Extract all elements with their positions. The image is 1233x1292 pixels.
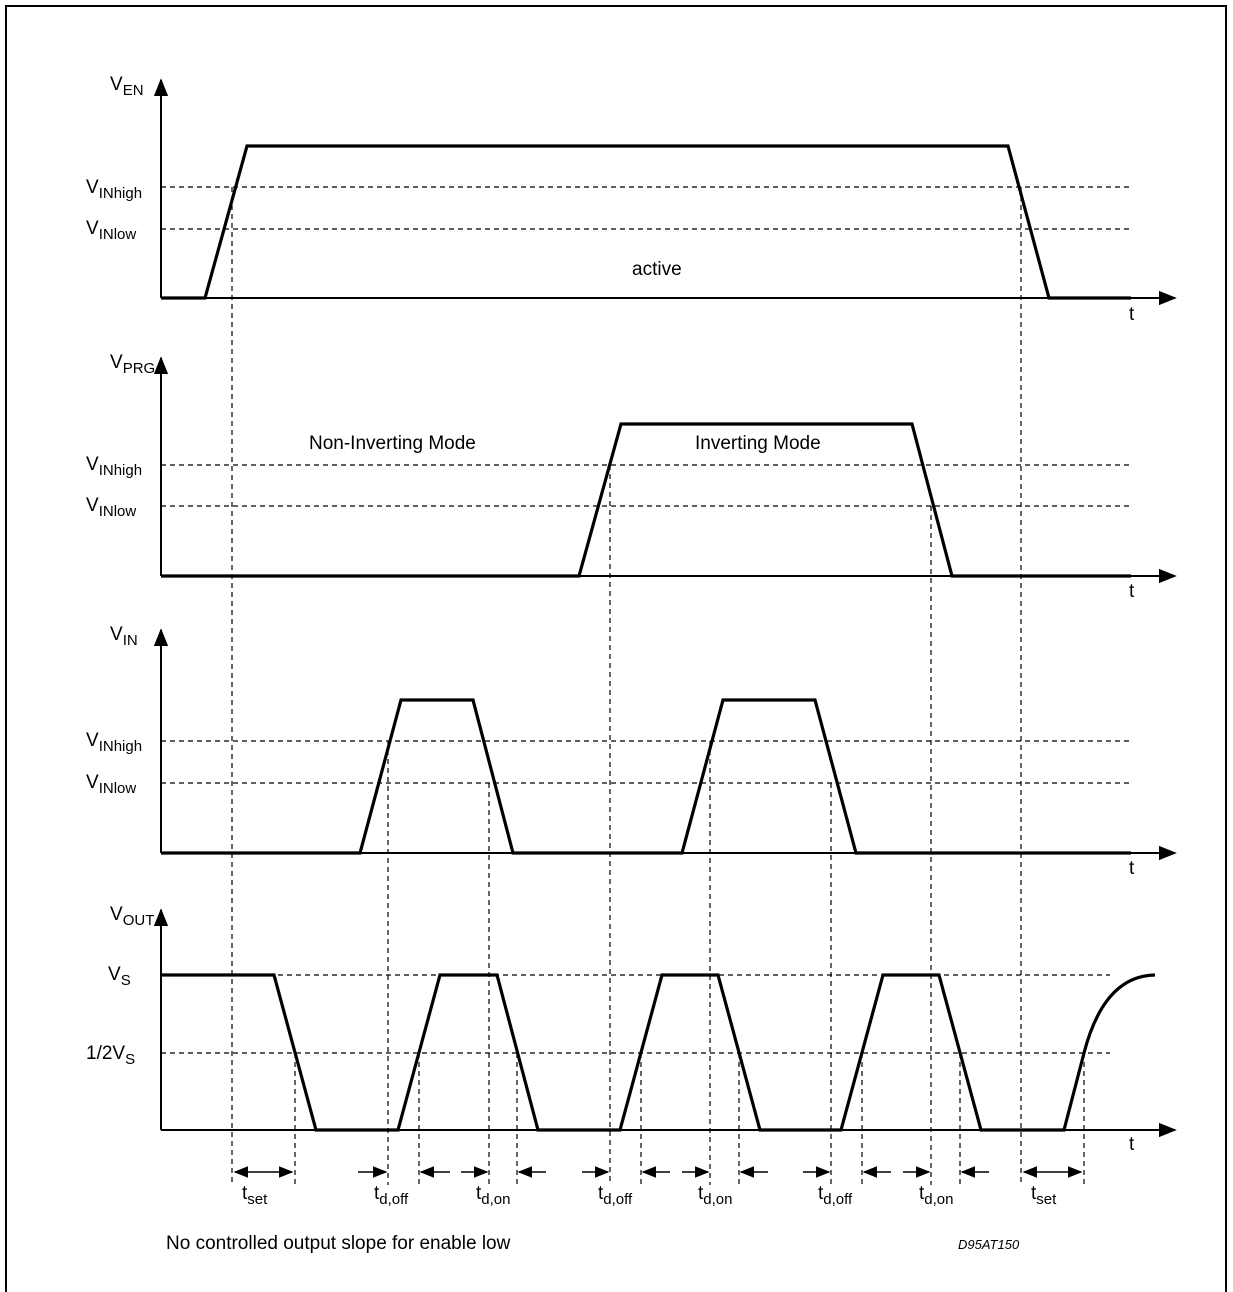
vout-y-label: VOUT	[110, 904, 154, 929]
vprg-low-label: VINlow	[86, 495, 136, 520]
vprg-waveform	[161, 422, 1131, 578]
figure-frame	[5, 5, 1227, 1292]
panel-vout: VOUT VS 1/2VS t	[86, 904, 1177, 1155]
vprg-high-label: VINhigh	[86, 454, 142, 479]
vout-vs-label: VS	[108, 964, 131, 989]
vprg-time-label: t	[1129, 581, 1135, 602]
panel-vprg: VPRG VINhigh VINlow Non-Inverting Mode I…	[86, 352, 1177, 602]
ven-y-label: VEN	[110, 74, 144, 99]
vin-y-label: VIN	[110, 624, 138, 649]
timing-reference-lines	[231, 187, 1085, 1185]
vout-waveform	[161, 973, 1156, 1132]
timing-labels: tset td,off td,on td,off td,on td,off td…	[242, 1183, 1057, 1208]
vout-time-label: t	[1129, 1134, 1135, 1155]
footnote: No controlled output slope for enable lo…	[166, 1233, 511, 1254]
tdoff-3-label: td,off	[818, 1183, 853, 1208]
panel-vin: VIN VINhigh VINlow t	[86, 624, 1177, 879]
tdon-1-label: td,on	[476, 1183, 510, 1208]
vprg-y-label: VPRG	[110, 352, 155, 377]
ven-waveform	[161, 144, 1131, 300]
vprg-non-inverting-label: Non-Inverting Mode	[309, 433, 476, 454]
vin-waveform	[161, 698, 1131, 855]
tdoff-2-label: td,off	[598, 1183, 633, 1208]
vin-time-label: t	[1129, 858, 1135, 879]
tset-left-label: tset	[242, 1183, 268, 1208]
tdoff-1-label: td,off	[374, 1183, 409, 1208]
vout-half-vs-label: 1/2VS	[86, 1043, 135, 1068]
drawing-id: D95AT150	[958, 1237, 1020, 1252]
vprg-inverting-label: Inverting Mode	[695, 433, 821, 454]
vin-high-label: VINhigh	[86, 730, 142, 755]
ven-low-label: VINlow	[86, 218, 136, 243]
ven-active-label: active	[632, 259, 682, 280]
ven-time-label: t	[1129, 304, 1135, 325]
vin-low-label: VINlow	[86, 772, 136, 797]
panel-ven: VEN VINhigh VINlow active t	[86, 74, 1177, 325]
ven-high-label: VINhigh	[86, 177, 142, 202]
tdon-2-label: td,on	[698, 1183, 732, 1208]
tdon-3-label: td,on	[919, 1183, 953, 1208]
tset-right-label: tset	[1031, 1183, 1057, 1208]
